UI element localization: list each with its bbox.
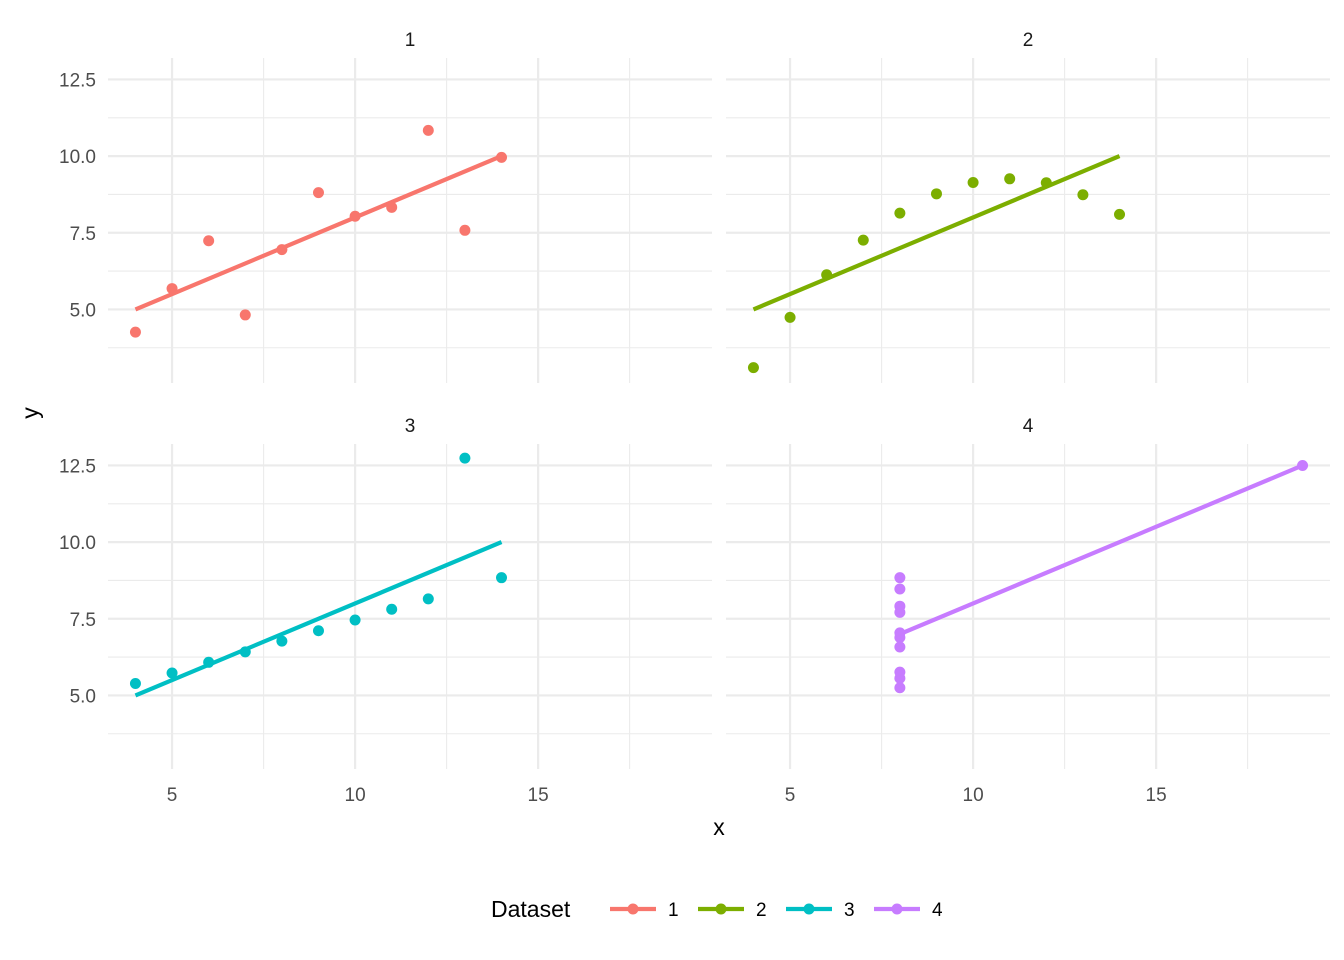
facet-panel-3: 3 5.0 7.5 10.0 12.5 5 10 15	[59, 416, 712, 806]
y-tick-label: 5.0	[70, 300, 96, 321]
y-tick-label: 12.5	[59, 456, 96, 477]
facet-strip-label: 3	[405, 416, 416, 437]
data-point	[312, 187, 324, 199]
legend-key-point	[803, 903, 815, 915]
data-point	[459, 452, 471, 464]
facet-panel-2: 2	[726, 30, 1330, 383]
legend-key-point	[627, 903, 639, 915]
data-point	[894, 572, 906, 584]
regression-line	[134, 540, 503, 698]
data-point	[129, 326, 141, 338]
y-tick-label: 10.0	[59, 533, 96, 554]
data-point	[422, 124, 434, 136]
legend: Dataset 1 2 3 4	[491, 896, 943, 922]
y-tick-label: 5.0	[70, 686, 96, 707]
y-tick-label: 10.0	[59, 147, 96, 168]
x-tick-label: 5	[785, 785, 796, 806]
regression-line	[134, 154, 503, 312]
data-point	[894, 207, 906, 219]
x-tick-label: 15	[528, 785, 549, 806]
data-point	[894, 682, 906, 694]
data-point	[386, 603, 398, 615]
data-point	[894, 672, 906, 684]
x-tick-label: 15	[1146, 785, 1167, 806]
data-point	[1004, 173, 1016, 185]
facet-strip-label: 2	[1023, 30, 1034, 51]
regression-line	[752, 154, 1121, 312]
data-point	[422, 593, 434, 605]
legend-label: 1	[668, 900, 679, 921]
data-point	[967, 176, 979, 188]
legend-label: 2	[756, 900, 767, 921]
data-point	[784, 311, 796, 323]
y-tick-label: 7.5	[70, 224, 96, 245]
data-point	[1114, 208, 1126, 220]
legend-key-point	[891, 903, 903, 915]
data-point	[894, 583, 906, 595]
data-point	[129, 677, 141, 689]
facet-panels: 1 5.0 7.5 10.0 12.5 2 3 5.0 7.5 10.0 12.5 5 10 15 4 5 10…	[59, 30, 1330, 806]
legend-item-3: 3	[786, 900, 855, 921]
legend-item-4: 4	[874, 900, 943, 921]
legend-key-point	[715, 903, 727, 915]
data-point	[239, 309, 251, 321]
legend-label: 3	[844, 900, 855, 921]
regression-line	[899, 463, 1304, 637]
data-point	[349, 614, 361, 626]
legend-item-2: 2	[698, 900, 767, 921]
y-tick-label: 12.5	[59, 70, 96, 91]
legend-item-1: 1	[610, 900, 679, 921]
data-point	[747, 362, 759, 374]
data-point	[894, 600, 906, 612]
data-point	[894, 641, 906, 653]
data-point	[459, 224, 471, 236]
facet-strip-label: 1	[405, 30, 416, 51]
data-point	[203, 235, 215, 247]
y-axis-title: y	[17, 407, 43, 419]
x-tick-label: 10	[345, 785, 366, 806]
data-point	[1077, 189, 1089, 201]
data-point	[857, 234, 869, 246]
x-tick-label: 5	[167, 785, 178, 806]
legend-title: Dataset	[491, 896, 571, 922]
facet-panel-4: 4 5 10 15	[726, 416, 1330, 806]
data-point	[312, 625, 324, 637]
y-tick-label: 7.5	[70, 610, 96, 631]
legend-label: 4	[932, 900, 943, 921]
data-point	[276, 635, 288, 647]
facet-strip-label: 4	[1023, 416, 1034, 437]
facet-panel-1: 1 5.0 7.5 10.0 12.5	[59, 30, 712, 383]
x-tick-label: 10	[963, 785, 984, 806]
data-point	[930, 188, 942, 200]
x-axis-title: x	[713, 814, 725, 840]
data-point	[496, 572, 508, 584]
data-point	[166, 667, 178, 679]
